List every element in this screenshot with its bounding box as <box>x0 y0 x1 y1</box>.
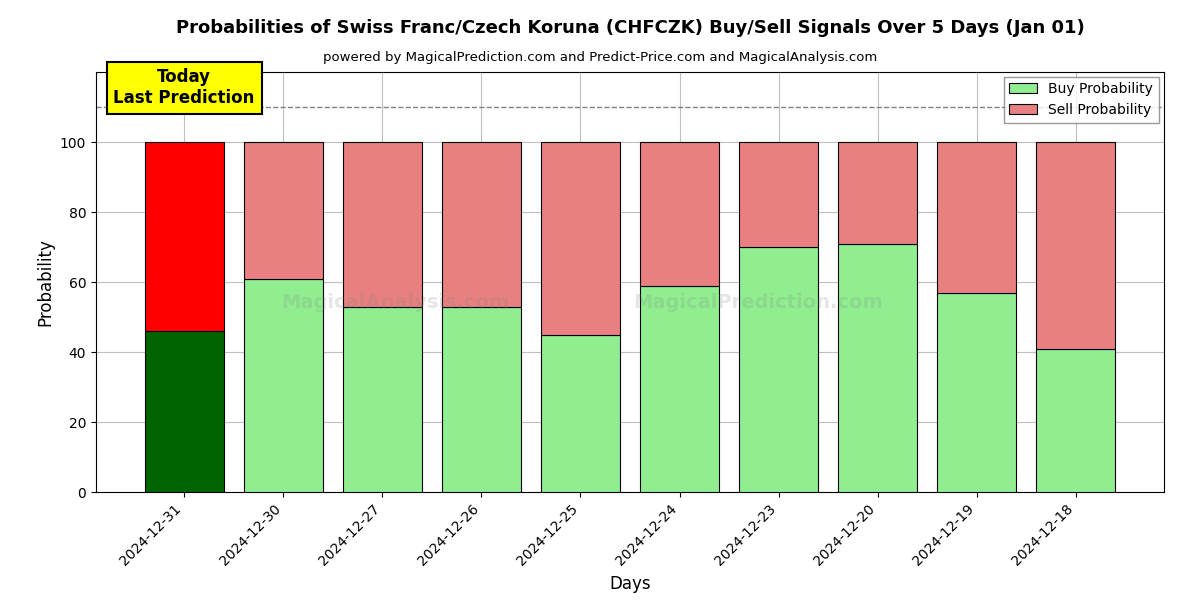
Bar <box>343 142 422 307</box>
Bar <box>541 335 620 492</box>
Bar <box>838 142 917 244</box>
Bar <box>640 142 719 286</box>
Bar <box>541 142 620 335</box>
Bar <box>937 292 1016 492</box>
Legend: Buy Probability, Sell Probability: Buy Probability, Sell Probability <box>1004 77 1159 122</box>
Bar <box>244 142 323 278</box>
Y-axis label: Probability: Probability <box>36 238 54 326</box>
Bar <box>144 142 224 331</box>
Text: MagicalPrediction.com: MagicalPrediction.com <box>634 293 883 313</box>
Title: Probabilities of Swiss Franc/Czech Koruna (CHFCZK) Buy/Sell Signals Over 5 Days : Probabilities of Swiss Franc/Czech Korun… <box>175 19 1085 37</box>
Bar <box>244 278 323 492</box>
Bar <box>442 307 521 492</box>
Bar <box>144 331 224 492</box>
Bar <box>937 142 1016 292</box>
Bar <box>1036 349 1116 492</box>
Bar <box>838 244 917 492</box>
Text: Today
Last Prediction: Today Last Prediction <box>114 68 254 107</box>
Bar <box>739 142 818 247</box>
Bar <box>640 286 719 492</box>
X-axis label: Days: Days <box>610 575 650 593</box>
Bar <box>343 307 422 492</box>
Bar <box>739 247 818 492</box>
Text: MagicalAnalysis.com: MagicalAnalysis.com <box>281 293 509 313</box>
Bar <box>442 142 521 307</box>
Text: powered by MagicalPrediction.com and Predict-Price.com and MagicalAnalysis.com: powered by MagicalPrediction.com and Pre… <box>323 50 877 64</box>
Bar <box>1036 142 1116 349</box>
